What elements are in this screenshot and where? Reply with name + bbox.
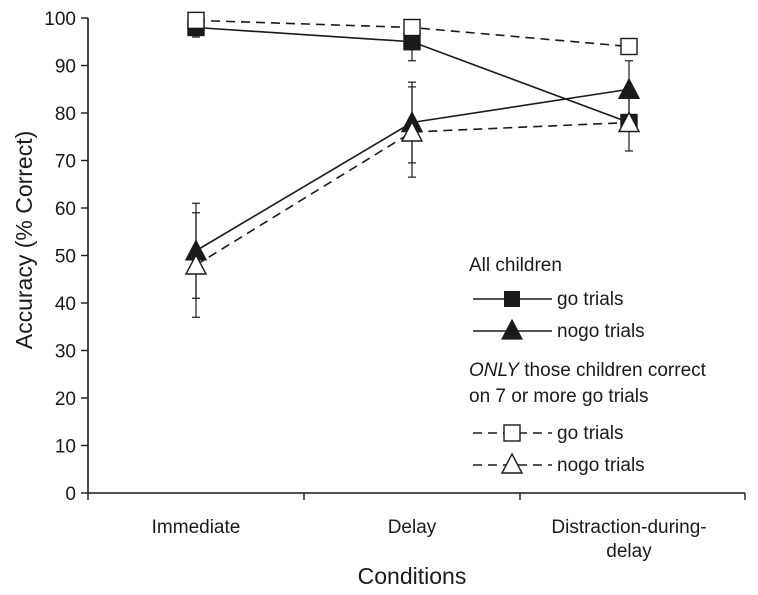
data-point-open-triangle xyxy=(184,253,208,275)
y-tick-label: 90 xyxy=(55,57,76,78)
y-axis-ticks: 0 10 20 30 40 50 60 70 80 90 100 xyxy=(44,9,88,505)
legend-group-only-title-line2: on 7 or more go trials xyxy=(469,386,649,407)
y-tick-label: 10 xyxy=(55,437,76,458)
y-tick-label: 20 xyxy=(55,389,76,410)
data-point-open-square xyxy=(403,18,421,37)
legend-item-only-go: go trials xyxy=(473,423,624,444)
data-point-open-triangle xyxy=(617,110,641,133)
legend-only-emphasis: ONLY xyxy=(469,360,520,381)
legend-only-rest: those children correct xyxy=(519,360,707,381)
y-axis-title: Accuracy (% Correct) xyxy=(11,131,37,350)
legend-label-only-go: go trials xyxy=(557,423,624,444)
x-tick-label: Distraction-during-delay xyxy=(551,517,706,562)
x-tick-label-line: Immediate xyxy=(152,517,241,538)
y-tick-label: 50 xyxy=(55,247,76,268)
x-tick-label-line: delay xyxy=(606,541,652,562)
x-tick-label-line: Distraction-during- xyxy=(551,517,706,538)
x-tick-label: Immediate xyxy=(152,517,241,538)
x-tick-label: Delay xyxy=(388,517,437,538)
legend-group-only-title-line1: ONLY those children correct xyxy=(469,360,707,381)
data-point-filled-triangle xyxy=(617,77,641,99)
legend-label-only-nogo: nogo trials xyxy=(557,455,645,476)
y-tick-label: 60 xyxy=(55,199,76,220)
legend: All children go trials nogo trials ONLY … xyxy=(469,255,707,476)
markers-only-nogo-trials xyxy=(184,110,641,275)
x-axis-title: Conditions xyxy=(358,563,467,589)
legend-group-all-title: All children xyxy=(469,255,562,276)
y-tick-label: 70 xyxy=(55,152,76,173)
axes xyxy=(87,18,745,494)
legend-item-only-nogo: nogo trials xyxy=(473,452,645,476)
series-line xyxy=(195,121,630,266)
legend-label-all-go: go trials xyxy=(557,289,624,310)
data-point-open-square xyxy=(187,11,205,30)
y-tick-label: 80 xyxy=(55,104,76,125)
legend-item-all-nogo: nogo trials xyxy=(473,318,645,342)
legend-marker-open-square xyxy=(503,424,521,442)
legend-label-all-nogo: nogo trials xyxy=(557,321,645,342)
y-tick-label: 0 xyxy=(65,484,76,505)
legend-item-all-go: go trials xyxy=(473,289,624,310)
x-axis-ticks: Immediate Delay Distraction-during-delay xyxy=(87,493,746,562)
x-tick-label-line: Delay xyxy=(388,517,437,538)
y-tick-label: 40 xyxy=(55,294,76,315)
y-tick-label: 30 xyxy=(55,342,76,363)
series-layer xyxy=(184,11,641,318)
legend-marker-filled-triangle xyxy=(501,318,523,340)
y-tick-label: 100 xyxy=(44,9,76,30)
data-point-open-square xyxy=(620,37,638,56)
legend-marker-open-triangle xyxy=(500,452,524,474)
markers-only-go-trials xyxy=(187,11,638,56)
data-point-open-triangle xyxy=(400,120,424,142)
legend-marker-filled-square xyxy=(504,291,520,307)
